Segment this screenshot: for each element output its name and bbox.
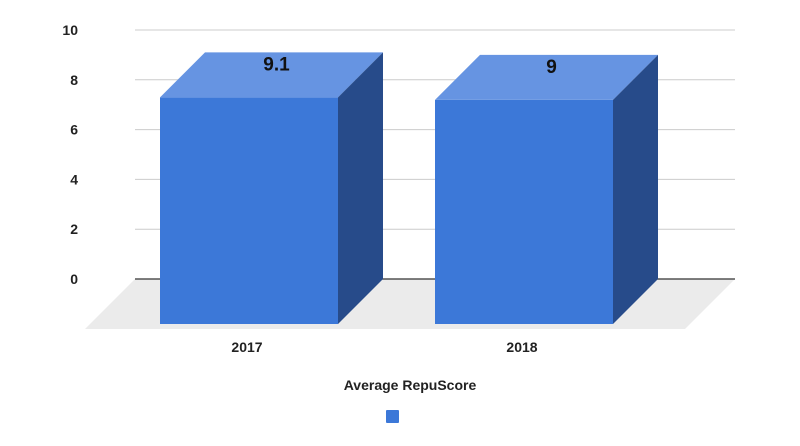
y-tick-label: 0	[70, 271, 78, 287]
y-axis-ticks: 0 2 4 6 8 10	[62, 22, 78, 287]
bar-top-face	[160, 52, 383, 98]
bar-side-face	[613, 54, 658, 325]
data-labels: 9.1 9	[263, 54, 557, 77]
data-label-2018: 9	[546, 57, 557, 78]
data-label-2017: 9.1	[263, 54, 290, 75]
legend-title: Average RepuScore	[344, 377, 477, 393]
bar-side-face	[338, 52, 383, 324]
bars	[160, 52, 658, 325]
bar-front-face	[435, 99, 613, 325]
legend: Average RepuScore	[344, 377, 477, 423]
y-tick-label: 4	[70, 171, 78, 187]
y-tick-label: 10	[62, 22, 78, 38]
bar-top-face	[435, 54, 658, 100]
y-tick-label: 8	[70, 72, 78, 88]
bar-2017	[160, 52, 383, 324]
legend-swatch-average-repuscore	[386, 410, 399, 423]
x-axis-categories: 2017 2018	[231, 339, 537, 355]
y-tick-label: 2	[70, 221, 78, 237]
y-tick-label: 6	[70, 122, 78, 138]
x-category-label: 2018	[506, 339, 537, 355]
bar-front-face	[160, 97, 338, 324]
bar-2018	[435, 54, 658, 325]
x-category-label: 2017	[231, 339, 262, 355]
